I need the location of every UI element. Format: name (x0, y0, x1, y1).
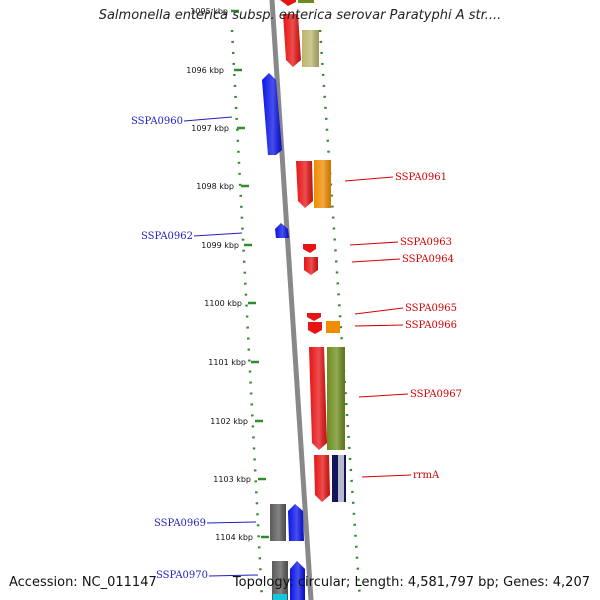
connector-sspa0967 (358, 393, 409, 398)
gene-feature-top-partial[interactable] (280, 0, 314, 6)
connector-sspa0964 (351, 258, 401, 263)
connector-sspa0960 (183, 116, 233, 122)
gene-label-sspa0964[interactable]: SSPA0964 (402, 254, 454, 265)
connector-sspa0966 (354, 324, 404, 327)
gene-feature-sspa0962[interactable] (275, 223, 289, 238)
tick-label-1098: 1098 kbp (196, 182, 234, 191)
gene-label-sspa0965[interactable]: SSPA0965 (405, 303, 457, 314)
left-dotted-track (230, 29, 264, 600)
connector-sspa0963 (349, 241, 399, 246)
tick-label-1095: 1095 kbp (190, 7, 228, 16)
gene-feature-sspa0963[interactable] (303, 244, 316, 253)
gene-feature-sspa0961[interactable] (296, 160, 331, 208)
tick-label-1096: 1096 kbp (186, 66, 224, 75)
tick-label-1101: 1101 kbp (208, 358, 246, 367)
gene-label-sspa0967[interactable]: SSPA0967 (410, 389, 462, 400)
accession-text: Accession: NC_011147 (9, 575, 157, 590)
gene-label-rrma[interactable]: rrmA (413, 470, 440, 481)
tick-label-1097: 1097 kbp (191, 124, 229, 133)
tick-label-1100: 1100 kbp (204, 299, 242, 308)
connector-sspa0970 (208, 574, 259, 577)
connector-sspa0965 (354, 307, 404, 315)
connector-rrma (361, 474, 412, 478)
map-title: Salmonella enterica subsp. enterica sero… (98, 8, 502, 23)
gene-label-sspa0970[interactable]: SSPA0970 (156, 570, 208, 581)
gene-label-sspa0963[interactable]: SSPA0963 (400, 237, 452, 248)
gene-feature-khaki-pair[interactable] (283, 14, 319, 67)
gene-label-sspa0966[interactable]: SSPA0966 (405, 320, 457, 331)
connector-sspa0961 (344, 176, 394, 182)
gene-feature-sspa0970[interactable] (272, 561, 305, 600)
tick-label-1099: 1099 kbp (201, 241, 239, 250)
tick-label-1102: 1102 kbp (210, 417, 248, 426)
gene-feature-sspa0960[interactable] (262, 73, 282, 155)
tick-marks (231, 9, 269, 539)
genome-summary-text: Topology: circular; Length: 4,581,797 bp… (232, 575, 590, 590)
gene-label-sspa0969[interactable]: SSPA0969 (154, 518, 206, 529)
gene-feature-sspa0969[interactable] (270, 504, 304, 541)
tick-label-1104: 1104 kbp (215, 533, 253, 542)
tick-label-1103: 1103 kbp (213, 475, 251, 484)
gene-label-sspa0962[interactable]: SSPA0962 (141, 231, 193, 242)
gene-label-sspa0961[interactable]: SSPA0961 (395, 172, 447, 183)
genome-backbone (269, 0, 314, 600)
gene-feature-sspa0964[interactable] (304, 257, 318, 275)
right-dotted-track (318, 29, 362, 600)
connector-sspa0962 (193, 232, 243, 237)
gene-feature-sspa0967[interactable] (309, 347, 345, 450)
gene-feature-rrma[interactable] (314, 455, 346, 502)
gene-feature-sspa0965[interactable] (307, 313, 321, 321)
gene-label-sspa0960[interactable]: SSPA0960 (131, 116, 183, 127)
gene-feature-sspa0966[interactable] (308, 321, 340, 334)
connector-sspa0969 (206, 521, 257, 524)
